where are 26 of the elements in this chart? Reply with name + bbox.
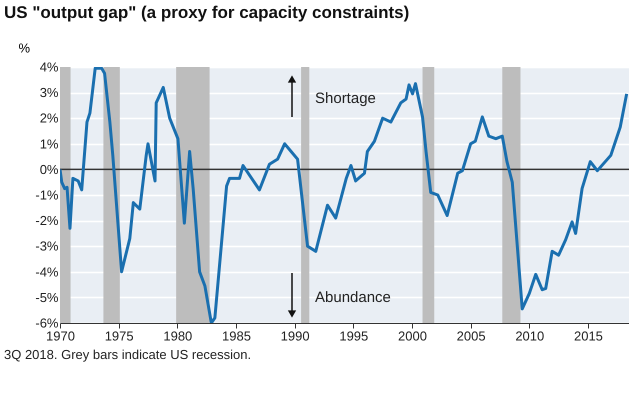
x-tick-label: 1995 <box>339 328 368 344</box>
text: 3Q 2018. Grey bars indicate US recession. <box>4 347 252 362</box>
x-tick-label: 1985 <box>222 328 251 344</box>
y-axis-title: % <box>18 40 30 56</box>
y-tick-label: 4% <box>40 60 59 74</box>
annotation: Shortage <box>315 90 376 107</box>
x-tick-label: 2000 <box>398 328 427 344</box>
y-tick-label: -3% <box>35 238 59 254</box>
chart-title: US "output gap" (a proxy for capacity constraints) <box>4 3 410 22</box>
x-tick-label: 1980 <box>163 328 192 344</box>
y-tick-label: -1% <box>35 188 59 202</box>
y-tick-label: -6% <box>35 316 59 330</box>
x-tick-label: 2005 <box>456 328 486 344</box>
x-tick-label: 1990 <box>280 328 310 344</box>
annotation: Abundance <box>315 289 391 306</box>
y-tick-label: -4% <box>35 264 59 280</box>
y-tick-label: 2% <box>40 110 59 126</box>
x-tick-label: 1970 <box>46 328 75 344</box>
y-tick-label: 0% <box>40 162 59 177</box>
x-tick-label: 2015 <box>574 328 603 344</box>
x-tick-label: 2010 <box>515 328 544 344</box>
y-tick-label: 3% <box>40 85 59 100</box>
y-tick-label: -5% <box>35 290 59 305</box>
y-tick-label: -2% <box>35 213 59 228</box>
x-tick-label: 1975 <box>104 328 134 344</box>
y-tick-label: 1% <box>40 136 59 152</box>
